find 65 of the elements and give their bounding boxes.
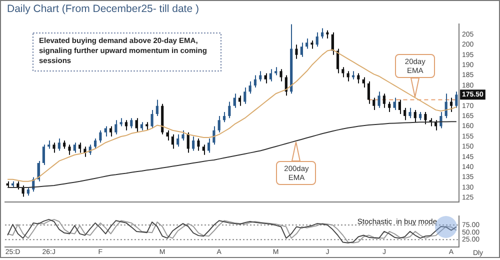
candlestick (202, 144, 205, 156)
candlestick (233, 93, 236, 108)
candlestick (186, 132, 190, 154)
candlestick (367, 80, 370, 104)
candlestick (182, 130, 184, 142)
candlestick (166, 130, 169, 142)
candlestick (114, 120, 118, 135)
candlestick (176, 134, 180, 148)
candlestick (37, 160, 40, 182)
candlestick (424, 111, 427, 125)
candlestick (342, 66, 344, 78)
candlestick (156, 99, 158, 117)
candlestick (207, 138, 210, 154)
candlestick (42, 144, 45, 166)
candlestick (295, 44, 298, 60)
candlestick (388, 101, 391, 112)
candlestick (52, 142, 56, 154)
candlestick (124, 120, 128, 131)
candlestick (150, 109, 154, 129)
candlestick (440, 111, 442, 129)
candlestick (104, 126, 107, 137)
candlestick (320, 28, 324, 39)
candlestick (228, 101, 231, 119)
candlestick (378, 91, 380, 108)
chart-title: Daily Chart (From December25- till date ) (7, 3, 199, 15)
candlestick (192, 136, 195, 152)
candlestick (398, 99, 401, 115)
candlestick (78, 142, 82, 154)
candlestick (73, 142, 76, 154)
candlestick (197, 138, 200, 152)
candlestick (404, 107, 406, 121)
candlestick (171, 134, 174, 150)
candlestick (393, 97, 396, 110)
candlestick (58, 138, 60, 152)
candlestick (450, 97, 453, 112)
candlestick (372, 97, 376, 110)
candlestick (109, 126, 112, 137)
candlestick (84, 146, 86, 158)
candlestick (130, 118, 133, 129)
candlestick (408, 107, 412, 119)
candlestick (238, 95, 242, 106)
candlestick (300, 42, 303, 58)
candlestick (382, 93, 386, 108)
candlestick (455, 91, 458, 108)
candlestick (94, 138, 97, 150)
candlestick (244, 86, 246, 104)
candlestick (254, 74, 257, 88)
candlestick (280, 68, 282, 82)
candlestick (269, 68, 272, 82)
candlestick (362, 76, 365, 88)
candlestick (346, 70, 350, 82)
candlestick (357, 72, 360, 84)
candlestick (316, 32, 318, 48)
candlestick (99, 130, 102, 144)
candlestick (264, 72, 267, 84)
candlestick (218, 116, 220, 133)
candlestick (259, 70, 262, 82)
candlestick (434, 120, 438, 131)
candlestick (248, 80, 252, 94)
candlestick (68, 144, 71, 156)
candlestick (135, 118, 138, 133)
candlestick (336, 48, 340, 74)
candlestick (414, 109, 416, 123)
candlestick (306, 38, 308, 50)
candlestick (222, 111, 226, 123)
